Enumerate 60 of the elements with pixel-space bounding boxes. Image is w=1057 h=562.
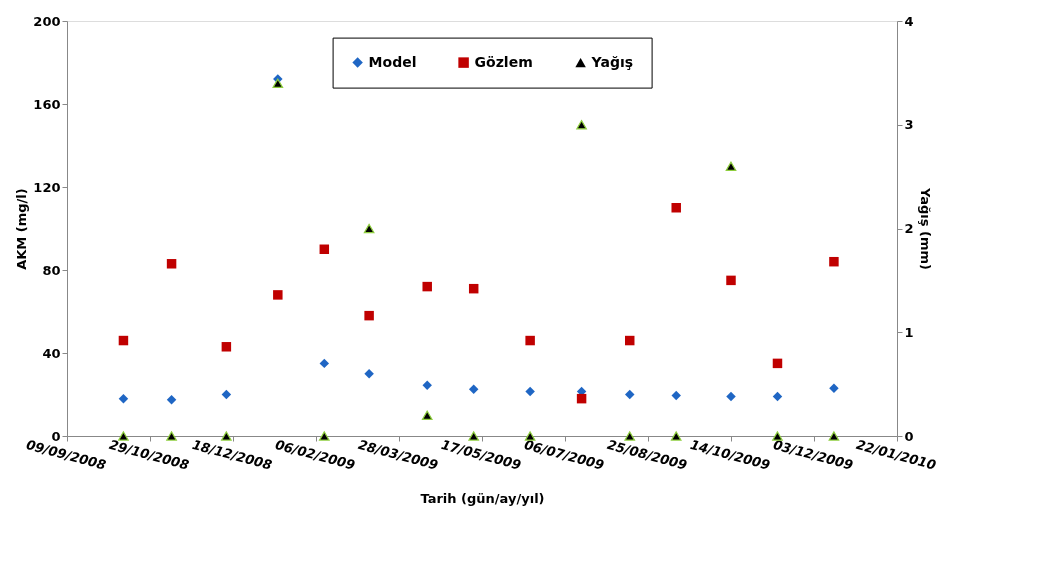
point (422, 281, 432, 292)
point (364, 369, 374, 379)
y-tick-label: 0 (51, 428, 61, 444)
point (671, 390, 681, 401)
point (468, 384, 479, 395)
point (625, 335, 635, 346)
legend-label: Yağış (590, 53, 634, 70)
point (829, 383, 839, 394)
point (118, 431, 129, 441)
point (319, 244, 330, 254)
y-tick-label: 120 (33, 179, 61, 195)
point (525, 386, 535, 397)
point (319, 358, 330, 369)
y2-axis-title: Yağış (mm) (917, 187, 933, 270)
point (166, 394, 177, 405)
y2-tick-label: 3 (904, 117, 914, 133)
point (166, 259, 177, 269)
point (468, 431, 480, 441)
point (221, 431, 232, 441)
point (525, 335, 535, 346)
legend-label: Gözlem (474, 53, 533, 70)
point (670, 431, 682, 441)
y-tick-label: 200 (33, 13, 61, 29)
point (221, 389, 232, 400)
point (272, 78, 284, 88)
point (726, 275, 736, 286)
point (772, 358, 783, 369)
point (772, 431, 783, 441)
y-tick-label: 160 (33, 96, 61, 112)
point (363, 223, 375, 234)
y-tick-label: 80 (42, 262, 61, 278)
point (273, 290, 283, 300)
point (364, 310, 374, 321)
point (625, 389, 635, 400)
point (118, 393, 129, 404)
point (576, 120, 587, 130)
point (725, 161, 737, 171)
point (576, 393, 587, 404)
point (828, 431, 840, 441)
y-tick-label: 40 (42, 345, 61, 361)
x-axis-title: Tarih (gün/ay/yıl) (420, 490, 545, 506)
point (726, 391, 736, 402)
y2-tick-label: 4 (904, 13, 914, 29)
y-axis-title: AKM (mg/l) (14, 188, 30, 270)
point (421, 410, 433, 420)
y2-tick-label: 2 (904, 221, 914, 236)
y2-tick-label: 1 (904, 324, 914, 340)
point (118, 335, 129, 346)
legend-label: Model (368, 53, 417, 70)
point (671, 203, 681, 213)
point (829, 256, 839, 267)
point (318, 431, 330, 441)
point (166, 431, 177, 441)
y2-tick-label: 0 (904, 428, 914, 444)
point (624, 431, 636, 441)
point (468, 283, 479, 294)
point (221, 342, 232, 352)
point (772, 391, 783, 402)
point (422, 380, 432, 390)
point (524, 431, 536, 441)
